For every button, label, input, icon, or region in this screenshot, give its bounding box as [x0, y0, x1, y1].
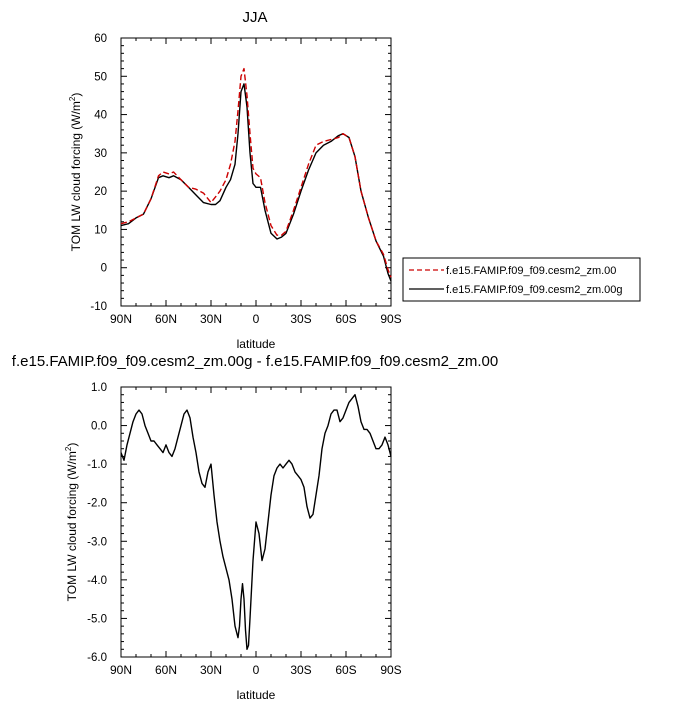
y-tick-label: 1.0 [91, 382, 107, 394]
top-chart: JJA 90N 60N 30N 0 30S 60S 90S-100102030405060 … [68, 9, 402, 351]
x-tick-label: 30S [290, 312, 311, 326]
bottom-chart: f.e15.FAMIP.f09_f09.cesm2_zm.00g - f.e15… [12, 353, 498, 702]
x-tick-label: 60N [155, 312, 177, 326]
x-tick-label: 60S [335, 663, 356, 677]
y-tick-label: 0 [101, 263, 107, 275]
top-chart-ylabel-sup: 2 [68, 96, 77, 101]
y-tick-label: -4.0 [87, 575, 107, 587]
bottom-chart-ylabel-main: TOM LW cloud forcing (W/m [65, 451, 79, 601]
series-line-1 [120, 67, 392, 278]
top-chart-ticks: 90N 60N 30N 0 30S 60S 90S -10 0 10 20 30 40 50 60 [90, 33, 401, 326]
bottom-chart-ticks: 90N 60N 30N 0 30S 60S 90S -6.0 -5.0 -4.0 -3.0 -2.0 -… [87, 382, 402, 677]
x-tick-label: 30S [290, 663, 311, 677]
y-tick-label: 50 [94, 71, 107, 83]
bottom-chart-title: f.e15.FAMIP.f09_f09.cesm2_zm.00g - f.e15… [12, 353, 498, 370]
y-tick-label: -3.0 [87, 536, 107, 548]
top-chart-series [120, 67, 392, 282]
x-tick-label: 0 [253, 312, 260, 326]
bottom-chart-ylabel-close: ) [65, 443, 79, 447]
y-tick-label: -6.0 [87, 652, 107, 664]
top-chart-xlabel: latitude [237, 337, 276, 351]
legend: f.e15.FAMIP.f09_f09.cesm2_zm.00 f.e15.FA… [402, 257, 641, 302]
y-tick-label: 20 [94, 186, 107, 198]
x-tick-label: 90N [110, 663, 132, 677]
y-tick-label: -2.0 [87, 498, 107, 510]
top-chart-title: JJA [242, 9, 267, 26]
legend-label-series-1: f.e15.FAMIP.f09_f09.cesm2_zm.00 [446, 265, 616, 277]
y-tick-label: -5.0 [87, 613, 107, 625]
y-tick-label: 10 [94, 224, 107, 236]
x-tick-label: 30N [200, 312, 222, 326]
bottom-chart-series [120, 394, 392, 650]
bottom-chart-ylabel: TOM LW cloud forcing (W/m2) [64, 443, 79, 602]
y-tick-label: -1.0 [87, 459, 107, 471]
bottom-chart-xlabel: latitude [237, 688, 276, 702]
x-tick-label: 90S [380, 663, 401, 677]
x-tick-label: 60S [335, 312, 356, 326]
top-chart-ylabel-close: ) [69, 93, 83, 97]
y-tick-label: 0.0 [91, 421, 107, 433]
x-tick-label: 90S [380, 312, 401, 326]
y-tick-label: 60 [94, 33, 107, 45]
top-chart-ylabel-main: TOM LW cloud forcing (W/m [69, 101, 83, 251]
series-line-1 [120, 394, 392, 650]
x-tick-label: 60N [155, 663, 177, 677]
x-tick-label: 0 [253, 663, 260, 677]
y-tick-label: 30 [94, 148, 107, 160]
x-tick-label: 30N [200, 663, 222, 677]
legend-label-series-2: f.e15.FAMIP.f09_f09.cesm2_zm.00g [446, 284, 623, 296]
y-tick-label: -10 [90, 301, 107, 313]
x-tick-label: 90N [110, 312, 132, 326]
bottom-chart-ylabel-sup: 2 [64, 446, 73, 451]
legend-box [402, 257, 641, 302]
y-tick-label: 40 [94, 110, 107, 122]
top-chart-ylabel: TOM LW cloud forcing (W/m2) [68, 93, 83, 252]
